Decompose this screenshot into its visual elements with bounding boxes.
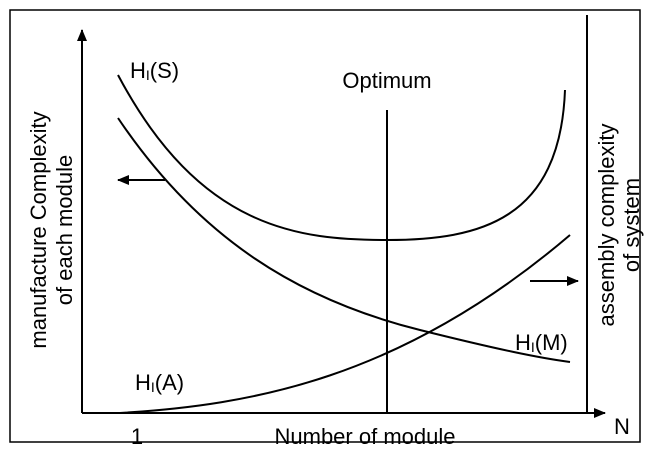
y2-label: assembly complexity	[594, 124, 619, 327]
curve-s	[117, 74, 566, 242]
curve-m	[117, 117, 571, 363]
y-label: manufacture Complexity	[26, 111, 51, 348]
curve-label-main: H	[135, 370, 151, 395]
y2-label: of system	[619, 178, 644, 272]
x-end: N	[614, 414, 630, 439]
curve-label-rest: (S)	[150, 58, 179, 83]
y-label: of each module	[52, 155, 77, 305]
curve-label-rest: (A)	[155, 370, 184, 395]
curve-label-rest: (M)	[535, 330, 568, 355]
curve-label-main: H	[130, 58, 146, 83]
frame	[9, 9, 641, 443]
optimum-label: Optimum	[342, 68, 431, 93]
curve-label-sub: I	[151, 379, 155, 395]
x-start: 1	[131, 424, 143, 449]
curve-label: HI(A)	[135, 370, 184, 395]
x-label: Number of module	[275, 424, 456, 449]
curve-a	[119, 234, 571, 414]
curve-label: HI(S)	[130, 58, 179, 83]
curve-label: HI(M)	[515, 330, 568, 355]
curve-label-sub: I	[531, 339, 535, 355]
curve-label-sub: I	[146, 67, 150, 83]
curve-label-main: H	[515, 330, 531, 355]
